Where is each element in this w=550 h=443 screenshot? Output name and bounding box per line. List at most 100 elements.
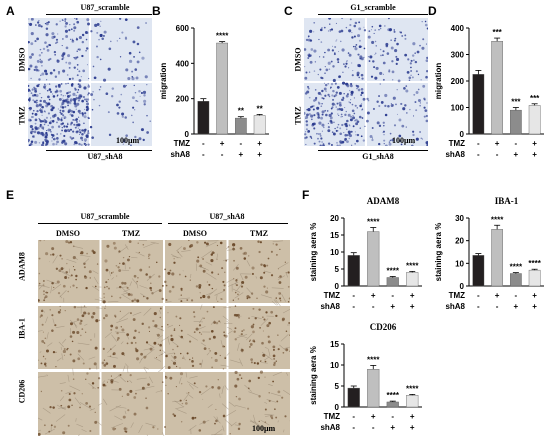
y-tick-label-f-adam8: 10 (330, 248, 339, 257)
micrograph-tile-c-2-1 (304, 81, 366, 146)
y-axis-label-f-cd206: staining aera % (309, 346, 318, 405)
factor-mark-b-2-1: - (202, 150, 205, 159)
factor-mark-f-cd206-2-2: - (372, 423, 375, 432)
factor-mark-d-1-2: + (495, 139, 500, 148)
micrograph-tile-c-1-1 (304, 18, 367, 83)
micrograph-tile-e-1-2 (101, 240, 164, 304)
chart-title-f-cd206: CD206 (370, 322, 397, 332)
y-axis-label-f-adam8: staining aera % (309, 223, 318, 282)
factor-mark-b-1-2: + (220, 139, 225, 148)
micrograph-tile-e-2-1 (38, 305, 101, 370)
panel-label-b: B (152, 4, 161, 18)
bar-f-iba1-4 (528, 269, 541, 287)
y-tick-label-f-iba1: 20 (455, 237, 464, 246)
factor-mark-b-1-1: - (202, 139, 205, 148)
panel-e-group-title-sha8: U87_shA8 (209, 212, 245, 221)
factor-label-f-adam8-1: TMZ (324, 291, 341, 300)
bar-f-iba1-3 (510, 273, 522, 287)
bar-f-cd206-3 (386, 401, 399, 408)
micrograph-tile-c-1-2 (367, 18, 428, 83)
panel-label-e: E (6, 188, 15, 202)
bar-b-4 (253, 115, 266, 135)
panel-e-row-label-adam8: ADAM8 (17, 252, 27, 281)
y-tick-label-f-iba1: 0 (460, 282, 465, 291)
micrograph-tile-c-2-2 (366, 83, 428, 146)
factor-mark-f-iba1-2-4: + (532, 302, 537, 311)
factor-mark-f-cd206-2-1: - (352, 423, 355, 432)
bar-f-adam8-3 (386, 277, 399, 287)
factor-mark-f-iba1-1-2: + (495, 291, 500, 300)
micrograph-tile-a-1-2 (90, 18, 152, 82)
factor-label-f-adam8-2: shA8 (320, 302, 340, 311)
micrograph-tile-e-1-4 (227, 240, 290, 303)
panel-c-top-title: G1_scramble (350, 3, 396, 12)
micrograph-tile-e-3-4 (228, 370, 290, 435)
micrograph-tile-e-3-3 (164, 372, 227, 435)
y-tick-label-b: 600 (176, 24, 190, 33)
factor-mark-f-cd206-1-2: + (371, 412, 376, 421)
bar-f-adam8-4 (406, 272, 419, 287)
factor-mark-d-2-3: + (514, 150, 519, 159)
bar-f-cd206-2 (367, 369, 380, 408)
factor-mark-f-adam8-2-1: - (352, 302, 355, 311)
panel-a-top-line (46, 14, 152, 15)
chart-f-cd206: CD206 0 5 10 15 staining aera % **** **** **** TM… (309, 322, 422, 432)
bar-b-1 (197, 101, 210, 135)
factor-mark-f-iba1-1-1: - (477, 291, 480, 300)
factor-mark-d-2-2: - (496, 150, 499, 159)
factor-mark-f-adam8-1-2: + (371, 291, 376, 300)
micrograph-tile-a-2-2 (89, 83, 152, 146)
micrograph-tile-e-2-2 (101, 305, 163, 369)
factor-mark-b-1-4: + (257, 139, 262, 148)
y-tick-label-d: 200 (451, 77, 465, 86)
panel-e-col-label-1: DMSO (56, 229, 80, 238)
significance-b-3: ** (238, 107, 245, 116)
significance-f-iba1-4: **** (528, 259, 541, 268)
factor-label-f-iba1-2: shA8 (445, 302, 465, 311)
y-tick-label-f-adam8: 20 (330, 214, 339, 223)
significance-b-2: **** (216, 32, 229, 41)
micrograph-tile-a-2-1 (28, 82, 91, 146)
panel-e-group-title-scramble: U87_scramble (80, 212, 130, 221)
bar-f-iba1-2 (491, 229, 503, 287)
factor-mark-d-1-3: - (515, 139, 518, 148)
panel-e-col-label-2: TMZ (121, 229, 141, 238)
significance-f-adam8-3: **** (387, 266, 400, 275)
micrograph-tile-e-1-1 (38, 240, 100, 303)
panel-a-bottom-title: U87_shA8 (87, 152, 123, 161)
panel-e-group-line-sha8 (168, 223, 288, 224)
panel-e-row-label-iba1: IBA-1 (17, 318, 27, 339)
factor-mark-b-1-3: - (240, 139, 243, 148)
panel-c-row-label-dmso: DMSO (293, 47, 303, 72)
y-axis-label-f-iba1: staining aera % (434, 223, 443, 282)
panel-label-f: F (302, 188, 310, 202)
factor-mark-f-iba1-2-2: - (496, 302, 499, 311)
y-tick-label-f-cd206: 10 (330, 361, 339, 370)
panel-c-row-label-tmz: TMZ (293, 106, 303, 125)
y-tick-label-d: 100 (451, 104, 465, 113)
panel-label-a: A (6, 4, 15, 18)
factor-label-d-2: shA8 (445, 150, 465, 159)
chart-f-iba1: IBA-1 0 10 20 30 staining aera % **** **** **** T… (434, 196, 544, 311)
y-tick-label-b: 200 (176, 95, 190, 104)
y-tick-label-f-adam8: 15 (330, 231, 339, 240)
bar-f-cd206-1 (347, 387, 360, 408)
factor-mark-f-adam8-2-3: + (390, 302, 395, 311)
significance-f-cd206-4: **** (406, 384, 419, 393)
y-tick-label-f-adam8: 0 (335, 282, 340, 291)
factor-mark-f-adam8-1-1: - (352, 291, 355, 300)
factor-label-f-cd206-2: shA8 (320, 423, 340, 432)
factor-mark-f-iba1-1-3: - (515, 291, 518, 300)
significance-d-2: *** (492, 28, 502, 37)
factor-mark-b-2-3: + (239, 150, 244, 159)
factor-mark-f-adam8-2-4: + (410, 302, 415, 311)
panel-label-d: D (428, 4, 437, 18)
panel-e-micrographs (38, 240, 290, 436)
significance-f-adam8-4: **** (406, 261, 419, 270)
micrograph-tile-e-2-3 (165, 306, 228, 370)
bar-f-adam8-1 (347, 255, 360, 287)
micrograph-tile-e-2-4 (228, 305, 290, 369)
chart-d: 0 100 200 300 400 migration *** *** *** TMZ - + - + sh… (434, 24, 544, 159)
factor-mark-d-1-4: + (532, 139, 537, 148)
factor-mark-f-iba1-2-1: - (477, 302, 480, 311)
